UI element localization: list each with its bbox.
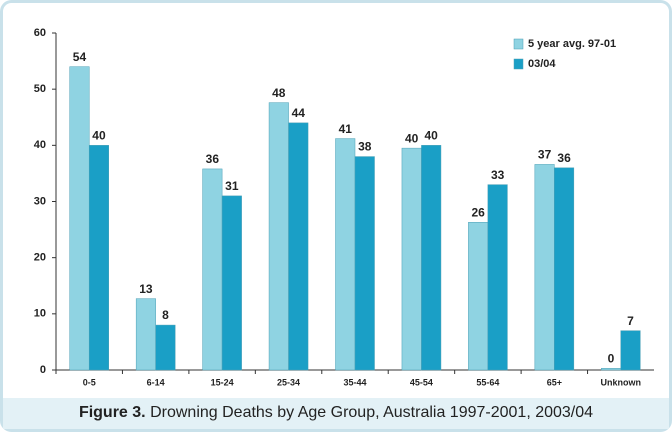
value-label: 13 — [139, 282, 153, 296]
bar — [335, 138, 356, 371]
x-tick-label: 6-14 — [147, 377, 165, 387]
value-label: 40 — [92, 129, 106, 143]
legend-swatch — [513, 58, 524, 70]
bar — [88, 145, 109, 371]
bar — [288, 122, 309, 371]
caption-band — [3, 398, 669, 429]
bar — [487, 184, 508, 371]
value-label: 54 — [73, 50, 87, 64]
value-label: 48 — [272, 86, 286, 100]
caption-text: Drowning Deaths by Age Group, Australia … — [150, 404, 593, 421]
x-tick-label: 15-24 — [211, 377, 234, 387]
value-label: 36 — [206, 152, 220, 166]
caption: Figure 3. Drowning Deaths by Age Group, … — [79, 404, 593, 421]
x-tick-label: 65+ — [547, 377, 562, 387]
caption-label: Figure 3. — [79, 404, 146, 421]
value-label: 44 — [292, 106, 306, 120]
value-label: 38 — [358, 140, 372, 154]
y-tick-label: 60 — [34, 27, 46, 39]
x-tick-label: 0-5 — [83, 377, 96, 387]
value-label: 31 — [225, 179, 239, 193]
value-label: 0 — [608, 351, 615, 365]
x-tick-label: Unknown — [601, 377, 642, 387]
legend-label: 03/04 — [528, 58, 556, 70]
bar — [421, 145, 442, 371]
value-label: 40 — [405, 131, 419, 145]
legend-swatch — [513, 38, 524, 50]
bar — [534, 164, 555, 371]
bar — [601, 368, 622, 371]
value-label: 36 — [557, 151, 571, 165]
x-tick-label: 25-34 — [277, 377, 300, 387]
x-tick-label: 45-54 — [410, 377, 433, 387]
y-tick-label: 10 — [34, 308, 46, 320]
value-label: 37 — [538, 148, 552, 162]
legend-label: 5 year avg. 97-01 — [528, 38, 616, 50]
value-label: 33 — [491, 168, 505, 182]
x-tick-label: 55-64 — [476, 377, 499, 387]
bar — [135, 298, 156, 371]
value-label: 7 — [627, 314, 634, 328]
y-tick-label: 40 — [34, 139, 46, 151]
bar — [221, 195, 242, 371]
value-label: 26 — [471, 205, 485, 219]
x-tick-label: 35-44 — [343, 377, 366, 387]
value-label: 40 — [425, 129, 439, 143]
y-tick-label: 20 — [34, 252, 46, 264]
bar — [69, 66, 90, 371]
bar — [401, 147, 422, 371]
bar — [620, 330, 641, 371]
bar — [202, 168, 223, 371]
y-tick-label: 30 — [34, 195, 46, 207]
bar — [554, 167, 575, 371]
bar — [468, 222, 489, 371]
value-label: 8 — [162, 308, 169, 322]
y-tick-label: 0 — [40, 364, 46, 376]
value-label: 41 — [339, 122, 353, 136]
y-tick-label: 50 — [34, 83, 46, 95]
bar — [354, 156, 375, 371]
bar — [155, 324, 176, 371]
bar — [268, 102, 289, 371]
